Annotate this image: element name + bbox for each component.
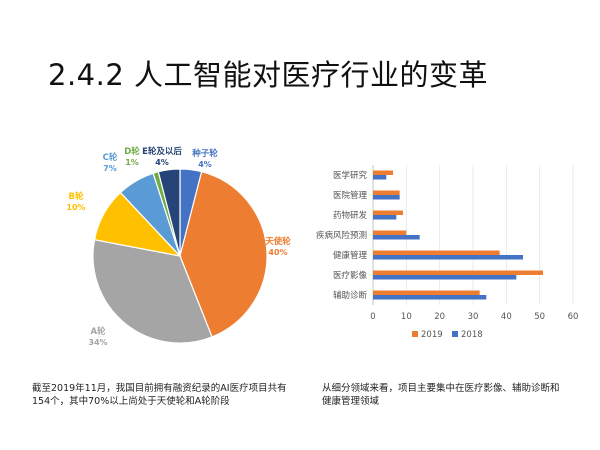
pie-slice-value-4: 7% bbox=[103, 164, 117, 173]
bar-2018-2 bbox=[373, 215, 397, 220]
bar-2018-0 bbox=[373, 175, 387, 180]
bar-2018-1 bbox=[373, 195, 400, 200]
x-tick-label: 0 bbox=[370, 312, 375, 322]
category-label: 医院管理 bbox=[333, 190, 368, 201]
pie-slice-label-1: 天使轮 bbox=[265, 236, 291, 247]
x-tick-label: 20 bbox=[434, 312, 445, 322]
pie-slice-6 bbox=[157, 168, 181, 257]
bar-2018-4 bbox=[373, 255, 523, 260]
pie-slice-value-1: 40% bbox=[268, 248, 287, 257]
bar-2019-2 bbox=[373, 210, 403, 215]
pie-slice-value-0: 4% bbox=[198, 160, 212, 169]
pie-slice-value-5: 1% bbox=[125, 158, 139, 167]
bar-2019-1 bbox=[373, 190, 400, 195]
bar-caption: 从细分领域来看，项目主要集中在医疗影像、辅助诊断和健康管理领域 bbox=[322, 383, 560, 407]
bar-2019-3 bbox=[373, 230, 407, 235]
pie-slice-value-6: 4% bbox=[155, 158, 169, 167]
category-label: 辅助诊断 bbox=[333, 290, 368, 301]
pie-slice-label-3: B轮 bbox=[69, 191, 84, 202]
pie-caption: 截至2019年11月，我国目前拥有融资纪录的AI医疗项目共有154个，其中70%… bbox=[32, 383, 287, 407]
bar-2019-0 bbox=[373, 170, 393, 175]
category-label: 健康管理 bbox=[333, 250, 368, 261]
legend-swatch bbox=[412, 331, 418, 337]
pie-slice-label-4: C轮 bbox=[103, 152, 118, 163]
bar-2018-5 bbox=[373, 275, 517, 280]
segment-bar-chart: 0 10 20 30 40 50 60 医学研究医院管理药物研发疾病风险预测健康管理医疗影像辅… bbox=[316, 165, 579, 340]
legend-label: 2019 bbox=[421, 330, 443, 340]
page-title: 2.4.2 人工智能对医疗行业的变革 bbox=[48, 58, 489, 92]
pie-slice-label-6: E轮及以后 bbox=[142, 146, 182, 157]
bar-2018-3 bbox=[373, 235, 420, 240]
x-tick-label: 40 bbox=[501, 312, 512, 322]
pie-slice-label-2: A轮 bbox=[90, 326, 106, 337]
pie-slice-value-2: 34% bbox=[88, 338, 107, 347]
x-tick-label: 10 bbox=[401, 312, 412, 322]
bar-2019-6 bbox=[373, 290, 480, 295]
pie-slice-label-5: D轮 bbox=[124, 146, 140, 157]
legend-swatch bbox=[452, 331, 458, 337]
legend-label: 2018 bbox=[461, 330, 483, 340]
x-tick-label: 50 bbox=[534, 312, 545, 322]
x-tick-label: 30 bbox=[468, 312, 479, 322]
pie-slice-2 bbox=[92, 238, 213, 344]
pie-slice-label-0: 种子轮 bbox=[191, 148, 218, 159]
category-label: 药物研发 bbox=[333, 210, 368, 221]
bar-2019-5 bbox=[373, 270, 543, 275]
x-tick-label: 60 bbox=[568, 312, 579, 322]
bar-2018-6 bbox=[373, 295, 487, 300]
category-label: 疾病风险预测 bbox=[316, 230, 367, 241]
pie-slice-1 bbox=[179, 170, 268, 338]
pie-slice-value-3: 10% bbox=[66, 203, 85, 212]
category-label: 医学研究 bbox=[333, 170, 368, 181]
bar-2019-4 bbox=[373, 250, 500, 255]
category-label: 医疗影像 bbox=[333, 270, 368, 281]
